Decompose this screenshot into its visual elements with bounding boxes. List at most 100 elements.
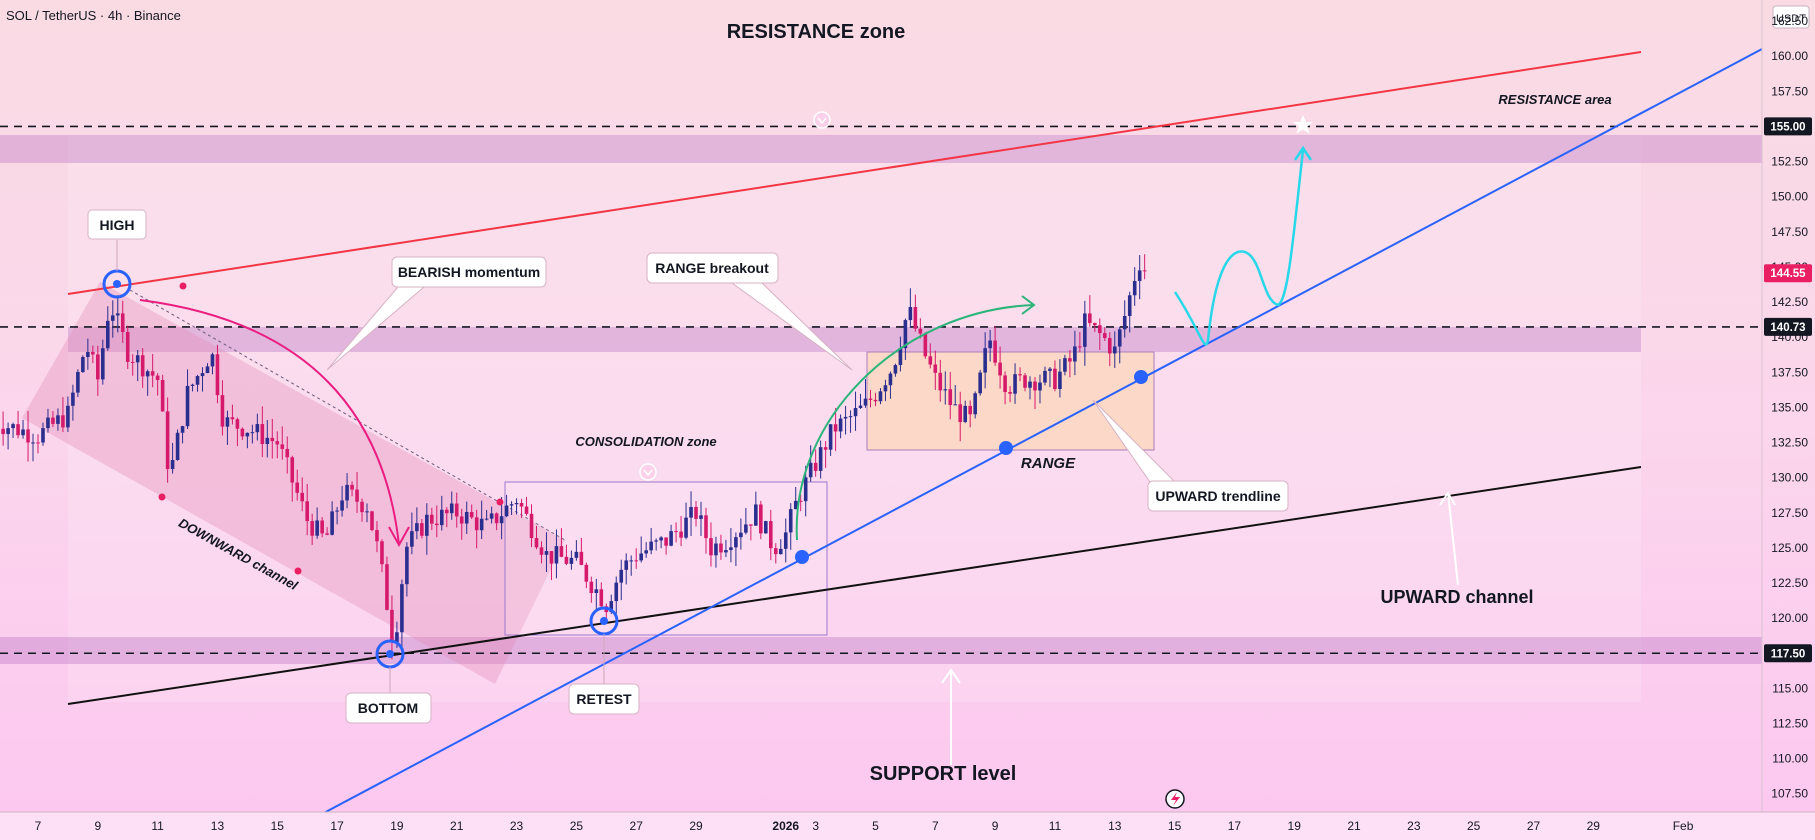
candle-body [255,424,260,433]
candle-body [783,532,788,549]
bearish-momentum-label: BEARISH momentum [398,264,540,280]
currency-badge[interactable] [1772,5,1810,29]
candle-body [709,538,713,556]
symbol-header[interactable]: SOL / TetherUS · 4h · Binance [6,8,181,23]
candle-body [96,354,100,380]
candle-body [878,391,883,402]
price-tag [1764,264,1812,283]
candle-body [694,506,698,519]
candle-body [469,511,474,518]
candle-body [140,355,145,377]
time-tick-label: 21 [1347,819,1361,833]
price-tick-label: 125.00 [1771,541,1808,555]
candle-body [778,548,783,555]
candle-body [764,521,768,534]
candle-body [888,373,893,386]
candle-body [160,380,165,412]
candle-body [335,510,339,512]
candle-body [938,372,943,391]
candle-body [664,537,668,546]
candle-body [210,354,215,367]
candle-body [220,395,225,427]
consolidation-box [504,481,828,636]
candle-body [300,492,305,502]
candle-body [823,447,828,450]
candle-body [295,482,300,493]
time-tick-label: 3 [812,819,819,833]
bottom-label: BOTTOM [358,700,418,716]
candle-body [549,551,554,564]
candle-body [6,428,10,435]
candle-body [120,313,125,332]
candle-body [1058,371,1062,390]
candle-body [165,411,170,470]
candle-body [973,393,977,415]
arrow-down-circle-icon[interactable] [639,463,657,481]
pivot-dot-icon [179,282,187,290]
price-scale[interactable] [1762,0,1815,840]
candle-body [659,537,663,541]
candle-body [609,601,614,613]
candle-body [1127,295,1132,316]
candle-body [998,362,1002,376]
candle-body [310,521,314,536]
candle-body [435,523,439,526]
candle-body [544,551,549,555]
support-band [0,637,1762,664]
candle-body [948,389,953,406]
time-tick-label: Feb [1673,819,1694,833]
candle-body [61,415,65,428]
price-tick-label: 130.00 [1771,471,1808,485]
candle-body [145,371,150,377]
candle-body [1038,382,1042,391]
candle-body [953,404,958,406]
breakout-arrow [795,304,1035,541]
candle-body [524,506,529,514]
candle-body [1,428,5,435]
arrow-down-circle-icon[interactable] [813,111,831,129]
candle-body [235,419,240,429]
upward-trendline [319,48,1763,816]
candle-body [245,432,250,437]
candle-body [644,550,648,554]
candle-body [66,405,70,428]
candle-body [584,564,589,582]
upward-channel-line [67,466,1642,705]
candle-body [559,546,564,557]
candle-body [41,428,45,443]
candle-body [813,462,818,471]
candle-body [1008,392,1012,394]
candle-body [1117,329,1122,347]
time-scale[interactable] [0,812,1815,840]
retest-dot-icon [600,617,608,625]
candle-body [993,340,997,363]
time-tick-label: 19 [1288,819,1302,833]
candle-body [1122,315,1127,330]
time-tick-label: 23 [1407,819,1421,833]
trend-touch-dot-icon [795,550,809,564]
candle-body [81,357,85,372]
candle-body [130,361,135,363]
candle-body [808,462,813,478]
candle-body [315,520,319,536]
candle-body [1102,333,1107,338]
candle-body [479,518,484,531]
time-tick-label: 7 [35,819,42,833]
candle-body [1048,368,1052,371]
candle-body [699,515,703,519]
candle-body [714,543,718,556]
candle-body [818,447,823,471]
price-tag-label: 144.55 [1770,268,1806,280]
candle-body [773,548,778,555]
time-tick-label: 2026 [772,819,799,833]
candle-body [190,384,195,386]
candle-body [439,509,444,526]
consolidation-zone-label: CONSOLIDATION zone [575,434,716,449]
candle-body [793,500,798,510]
candle-body [11,424,15,429]
candle-body [639,553,643,561]
candle-body [983,348,987,373]
candle-body [958,404,963,422]
candle-body [360,501,364,513]
